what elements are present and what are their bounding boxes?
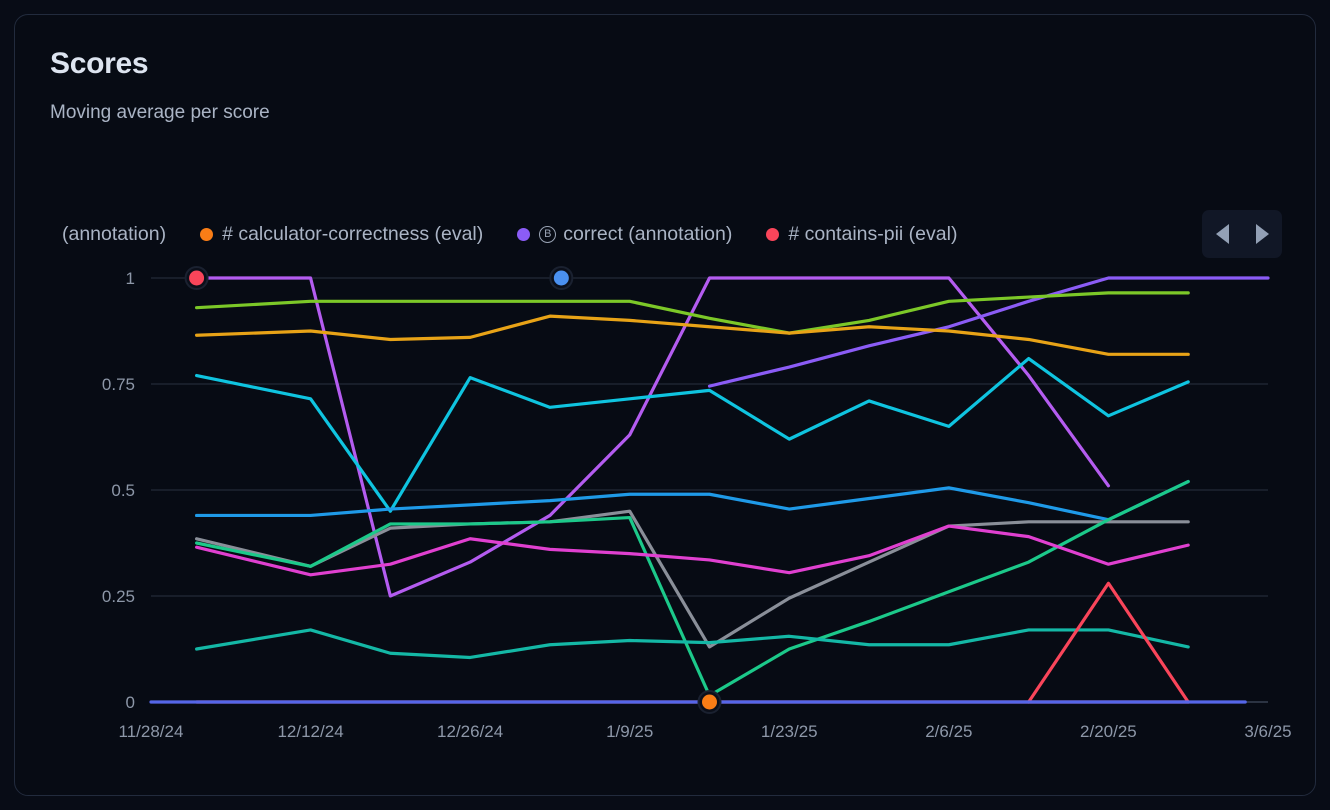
chart-legend: (annotation) # calculator-correctness (ev… xyxy=(50,205,1282,263)
y-axis-tick-label: 0 xyxy=(126,693,135,712)
x-axis-tick-label: 3/6/25 xyxy=(1244,722,1291,741)
chart-series-line xyxy=(707,276,1270,388)
legend-item-label: correct (annotation) xyxy=(563,222,733,245)
x-axis-tick-label: 12/26/24 xyxy=(437,722,503,741)
chart-series-line xyxy=(194,479,1190,522)
legend-item[interactable]: # contains-pii (eval) xyxy=(766,223,957,246)
legend-item-label: # contains-pii (eval) xyxy=(788,222,958,245)
y-axis-tick-label: 1 xyxy=(126,269,135,288)
scores-card: Scores Moving average per score 0 0.25 0.5… xyxy=(14,14,1316,796)
chart-series-line xyxy=(194,314,1190,356)
x-axis-tick-label: 2/6/25 xyxy=(925,722,972,741)
annotation-badge-icon: B xyxy=(539,225,557,243)
x-axis-tick-label: 1/23/25 xyxy=(761,722,818,741)
x-axis-tick-label: 2/20/25 xyxy=(1080,722,1137,741)
chart-series-line xyxy=(194,356,1190,513)
y-axis-tick-label: 0.75 xyxy=(102,375,135,394)
chart-series-line xyxy=(194,628,1190,660)
page-title: Scores xyxy=(50,47,149,80)
legend-item[interactable]: (annotation) xyxy=(62,223,166,246)
chart-marker-point[interactable] xyxy=(553,270,569,286)
legend-color-dot xyxy=(766,227,780,241)
card-subtitle: Moving average per score xyxy=(50,102,270,123)
chart-marker-point[interactable] xyxy=(189,270,205,286)
x-axis-tick-label: 1/9/25 xyxy=(606,722,653,741)
chart-series-line xyxy=(194,509,1190,649)
x-axis-tick-label: 11/28/24 xyxy=(119,722,184,741)
chart-series-line xyxy=(194,524,1190,577)
legend-item[interactable]: # calculator-correctness (eval) xyxy=(200,223,483,246)
chart-series-line xyxy=(194,291,1190,335)
legend-item-label: (annotation) xyxy=(62,222,167,245)
scores-line-chart: 0 0.25 0.5 0.75 1 11/28/24 12/12/24 12/26/24 1/9… xyxy=(102,266,1292,741)
legend-item-label: # calculator-correctness (eval) xyxy=(222,222,484,245)
chart-series-line xyxy=(194,276,1111,598)
legend-pagination[interactable] xyxy=(1202,210,1282,258)
y-axis-tick-label: 0.5 xyxy=(111,481,135,500)
x-axis-tick-label: 12/12/24 xyxy=(277,722,343,741)
chevron-right-icon[interactable] xyxy=(1255,224,1269,244)
y-axis-tick-label: 0.25 xyxy=(102,587,135,606)
chart-series-line xyxy=(1027,581,1190,704)
chart-marker-point[interactable] xyxy=(702,694,717,710)
legend-color-dot xyxy=(517,227,531,241)
legend-color-dot xyxy=(200,227,214,241)
legend-item-list: (annotation) # calculator-correctness (ev… xyxy=(50,223,1190,246)
chevron-left-icon[interactable] xyxy=(1215,224,1229,244)
